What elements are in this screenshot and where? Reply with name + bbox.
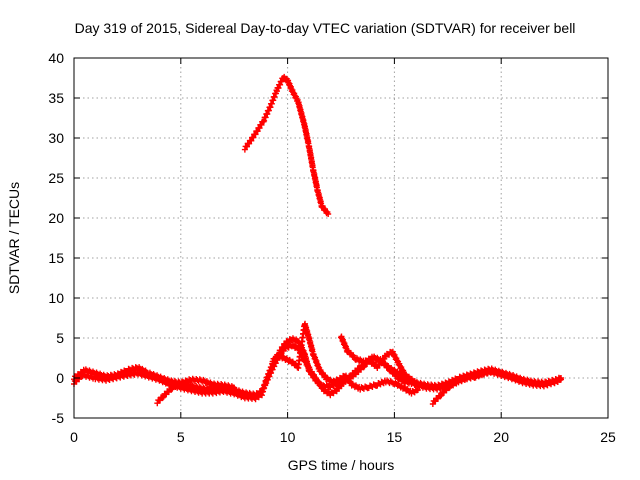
data-point bbox=[231, 384, 238, 391]
data-point bbox=[252, 131, 259, 138]
data-point bbox=[437, 393, 444, 400]
y-axis-label: SDTVAR / TECUs bbox=[6, 182, 22, 294]
y-tick-label: 15 bbox=[48, 250, 64, 266]
axis-ticks: 0 5 10 15 20 25 -5 0 5 10 15 20 25 30 35 40 bbox=[48, 50, 616, 445]
y-tick-label: 10 bbox=[48, 290, 64, 306]
x-tick-label: 5 bbox=[177, 429, 185, 445]
data-points bbox=[71, 73, 565, 407]
y-tick-label: 35 bbox=[48, 90, 64, 106]
chart-title: Day 319 of 2015, Sidereal Day-to-day VTE… bbox=[75, 20, 576, 36]
y-tick-label: -5 bbox=[52, 410, 65, 426]
x-tick-label: 20 bbox=[493, 429, 509, 445]
data-point bbox=[415, 382, 422, 389]
data-point bbox=[417, 381, 424, 388]
series-arc-d bbox=[269, 320, 421, 397]
x-axis-label: GPS time / hours bbox=[288, 457, 395, 473]
y-tick-label: 20 bbox=[48, 210, 64, 226]
data-point bbox=[248, 137, 255, 144]
data-point bbox=[250, 134, 257, 141]
series-arc-peak bbox=[241, 73, 332, 217]
data-point bbox=[325, 211, 332, 217]
x-tick-label: 25 bbox=[600, 429, 616, 445]
plot-frame bbox=[73, 57, 609, 419]
y-tick-label: 0 bbox=[56, 370, 64, 386]
x-tick-label: 15 bbox=[387, 429, 403, 445]
y-tick-label: 5 bbox=[56, 330, 64, 346]
data-point bbox=[414, 387, 421, 393]
data-point bbox=[154, 400, 161, 407]
x-tick-label: 10 bbox=[280, 429, 296, 445]
data-point bbox=[374, 365, 381, 371]
data-point bbox=[558, 376, 565, 383]
data-point bbox=[157, 397, 164, 404]
series-arc-e bbox=[338, 333, 424, 389]
data-point bbox=[489, 367, 496, 374]
grid bbox=[74, 58, 608, 418]
data-point bbox=[280, 344, 287, 351]
data-point bbox=[159, 394, 166, 401]
y-tick-label: 40 bbox=[48, 50, 64, 66]
y-tick-label: 30 bbox=[48, 130, 64, 146]
y-tick-label: 25 bbox=[48, 170, 64, 186]
x-tick-label: 0 bbox=[70, 429, 78, 445]
data-point bbox=[168, 386, 175, 393]
data-point bbox=[278, 347, 285, 354]
series-arc-c bbox=[154, 375, 238, 407]
data-point bbox=[360, 364, 367, 371]
series-arc-f bbox=[429, 367, 496, 407]
data-point bbox=[446, 385, 453, 391]
